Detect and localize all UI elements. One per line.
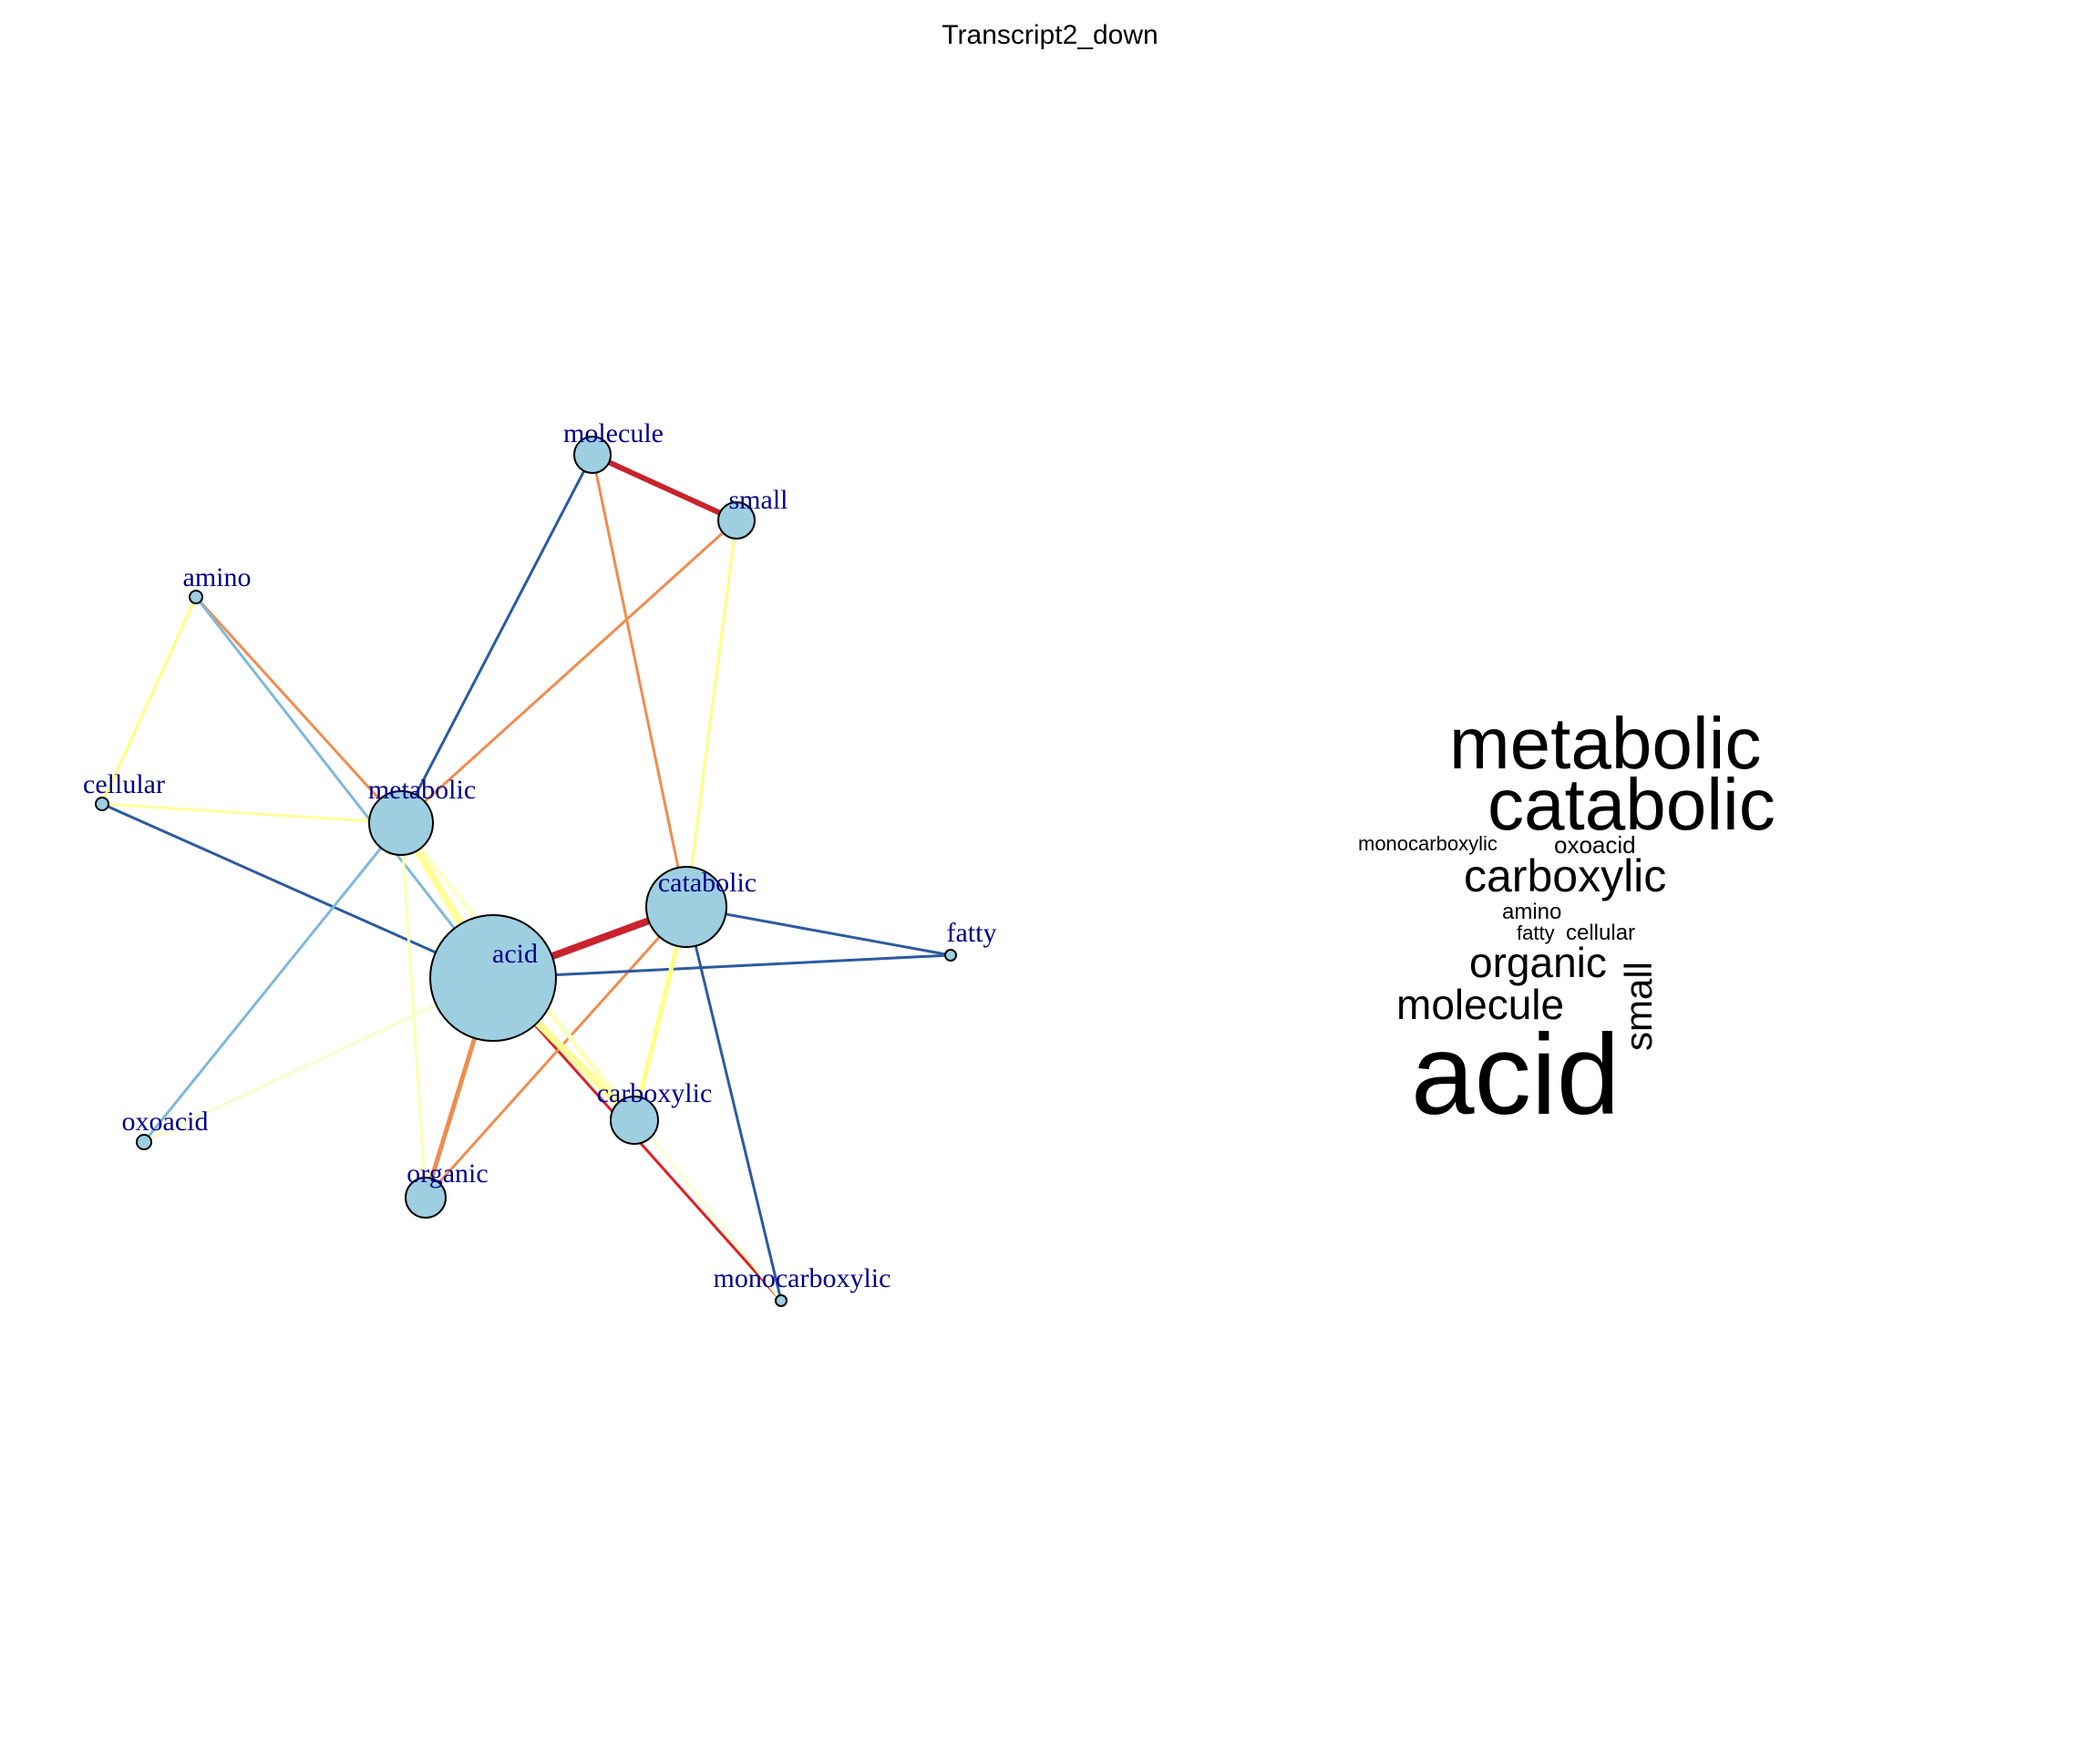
node-label-catabolic: catabolic	[658, 868, 757, 898]
cloud-word-organic: organic	[1469, 939, 1607, 986]
node-monocarboxylic	[776, 1295, 787, 1306]
node-cellular	[96, 798, 108, 810]
node-label-fatty: fatty	[947, 918, 997, 948]
edge-metabolic-oxoacid	[144, 823, 401, 1142]
node-label-carboxylic: carboxylic	[597, 1078, 713, 1108]
edge-molecule-small	[592, 455, 736, 520]
cloud-word-carboxylic: carboxylic	[1464, 850, 1666, 901]
node-label-organic: organic	[407, 1158, 488, 1189]
node-fatty	[945, 950, 956, 961]
edge-molecule-catabolic	[592, 455, 686, 907]
word-network: acid metabolic catabolic carboxylic organic m…	[83, 418, 996, 1306]
node-label-oxoacid: oxoacid	[122, 1107, 209, 1137]
node-label-amino: amino	[183, 562, 252, 592]
node-label-cellular: cellular	[83, 769, 165, 799]
cloud-word-small: small	[1617, 962, 1660, 1051]
cloud-word-amino: amino	[1502, 900, 1561, 924]
node-label-acid: acid	[492, 939, 538, 969]
node-oxoacid	[137, 1135, 151, 1149]
edge-metabolic-cellular	[102, 804, 401, 823]
edge-acid-fatty	[493, 955, 951, 978]
node-amino	[190, 591, 202, 603]
cloud-word-acid: acid	[1411, 1012, 1620, 1138]
node-label-molecule: molecule	[563, 418, 664, 448]
edge-metabolic-molecule	[401, 455, 592, 823]
node-acid	[430, 915, 556, 1041]
figure-title: Transcript2_down	[942, 20, 1158, 50]
node-label-metabolic: metabolic	[368, 775, 476, 805]
edge-small-catabolic	[686, 520, 736, 907]
node-label-monocarboxylic: monocarboxylic	[714, 1263, 891, 1293]
node-label-small: small	[729, 485, 788, 515]
